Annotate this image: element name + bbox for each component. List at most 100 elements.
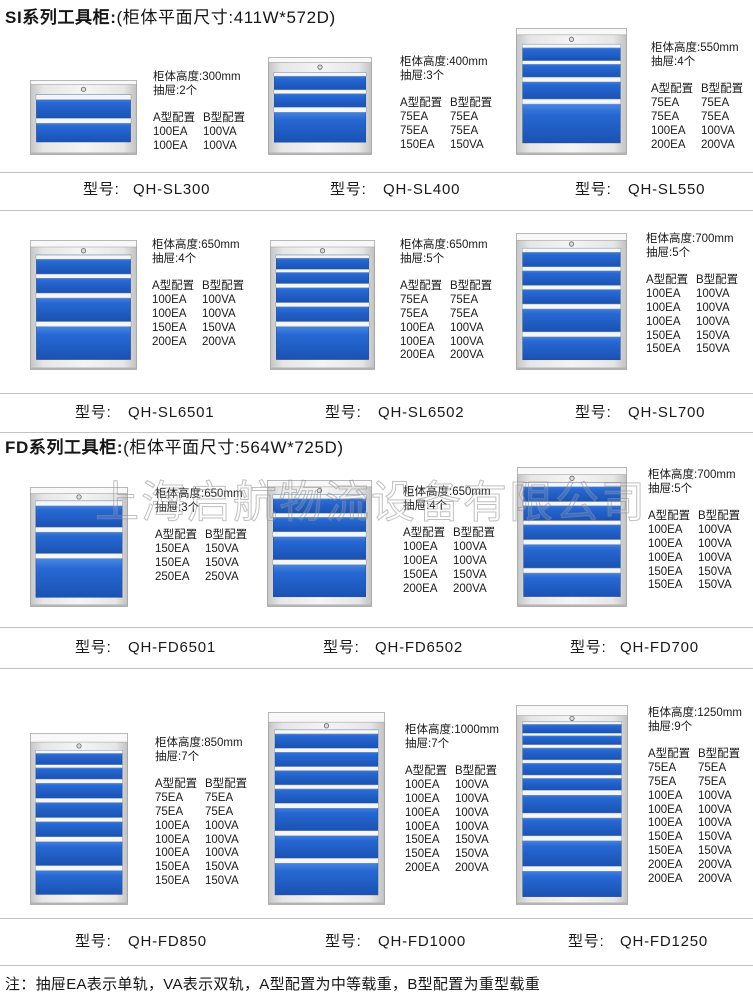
config-b-header: B型配置 [698,748,741,761]
drawer-handle [521,331,622,338]
config-b-value: 100VA [453,541,487,554]
drawer [276,321,369,360]
config-a-value: 150EA [648,565,683,578]
config-b-value: 150VA [205,556,239,569]
config-b-value: 150VA [205,861,239,874]
config-row: 100EA 100VA [646,316,738,330]
cabinet-height-label: 柜体高度:700mm [648,469,736,481]
series-size-note: (柜体平面尺寸:411W*572D) [116,8,336,27]
cabinet-base [517,604,627,607]
config-b-value: 100VA [698,803,732,816]
cabinet-top [516,233,627,241]
cabinet-top [30,80,137,85]
config-row: 75EA 75EA [400,308,492,322]
config-row: 150EA 150VA [155,861,247,875]
config-b-value: 100VA [698,817,732,830]
model-label: 型号: [330,181,367,198]
drawer-handle [35,764,123,769]
cabinet-top [267,480,372,488]
config-row: 75EA 75EA [648,762,742,776]
config-a-value: 150EA [648,579,683,592]
config-a-value: 100EA [403,541,438,554]
config-b-value: 150VA [698,565,732,578]
drawer-handle [272,494,367,500]
config-b-value: 75EA [450,111,479,124]
drawer-handle [35,865,123,871]
cabinet-illustration [516,705,628,905]
config-a-value: 150EA [155,874,190,887]
config-row: 100EA 100VA [155,834,247,848]
cabinet-height-label: 柜体高度:650mm [400,239,488,251]
config-row: 150EA 150VA [152,322,244,336]
divider [0,172,753,173]
drawer-handle [273,89,367,94]
divider [0,668,753,669]
config-row: 100EA 100VA [403,541,495,555]
config-a-value: 100EA [400,321,435,334]
config-a-value: 150EA [155,543,190,556]
divider [0,432,753,433]
drawer-handle [521,774,623,779]
cabinet-image [268,57,372,155]
model-label: 型号: [570,639,607,656]
fd-series-header: FD系列工具柜:(柜体平面尺寸:564W*725D) [5,438,344,458]
product-spec: 柜体高度:400mm 抽屉:3个 A型配置 B型配置 75EA 75EA 75EA 75EA 1… [400,56,492,153]
config-a-value: 75EA [400,124,429,137]
drawer-handle [272,559,367,565]
product-spec: 柜体高度:850mm 抽屉:7个 A型配置 B型配置 75EA 75EA 75EA 75EA 1… [155,737,247,889]
config-a-value: 100EA [405,806,440,819]
config-b-value: 100VA [698,537,732,550]
drawer-handle [521,865,623,872]
drawer-handle [35,118,132,124]
product-spec: 柜体高度:650mm 抽屉:4个 A型配置 B型配置 100EA 100VA 100EA 10… [152,239,244,349]
config-a-value: 100EA [648,537,683,550]
config-b-value: 100VA [698,551,732,564]
config-b-header: B型配置 [205,529,248,542]
config-b-value: 100VA [450,321,484,334]
cabinet-height-label: 柜体高度:700mm [646,233,734,245]
config-row: 100EA 100VA [405,793,499,807]
config-a-value: 150EA [400,138,435,151]
config-row: 200EA 200VA [648,859,742,873]
config-b-header: B型配置 [698,510,741,523]
model-label: 型号: [75,404,112,421]
config-a-value: 100EA [405,792,440,805]
config-row: 200EA 200VA [651,139,743,153]
cabinet-top [516,28,627,36]
drawer-handle [274,784,379,790]
spec-spacer [400,267,492,281]
divider [0,210,753,211]
config-header: A型配置 B型配置 [651,83,743,97]
spec-spacer [651,70,743,84]
cabinet-base [268,902,385,905]
config-row: 75EA 75EA [648,776,742,790]
product-spec: 柜体高度:300mm 抽屉:2个 A型配置 B型配置 100EA 100VA 100EA 10… [153,71,245,154]
cabinet-illustration [268,712,385,905]
config-a-value: 75EA [400,307,429,320]
model-number: QH-FD6501 [128,639,217,656]
cabinet-base [516,152,627,155]
config-b-value: 100VA [205,847,239,860]
config-a-value: 100EA [648,789,683,802]
config-b-value: 150VA [698,831,732,844]
config-a-value: 200EA [403,582,438,595]
config-a-value: 150EA [646,343,681,356]
model-label: 型号: [323,639,360,656]
cabinet-top [268,712,385,723]
drawer-count-label: 抽屉:9个 [648,720,693,733]
drawer [522,98,621,144]
config-row: 250EA 250VA [155,571,247,585]
drawer-handle [274,729,379,735]
config-b-value: 100VA [450,335,484,348]
config-row: 200EA 200VA [400,349,492,363]
config-b-value: 150VA [205,543,239,556]
cabinet-image [517,467,627,607]
config-a-value: 100EA [152,307,187,320]
config-b-value: 75EA [701,97,730,110]
config-row: 100EA 100VA [403,555,495,569]
config-header: A型配置 B型配置 [155,529,247,543]
drawer-handle [521,98,622,105]
config-a-value: 200EA [400,349,435,362]
cabinet-base [30,367,137,370]
config-row: 100EA 100VA [152,294,244,308]
